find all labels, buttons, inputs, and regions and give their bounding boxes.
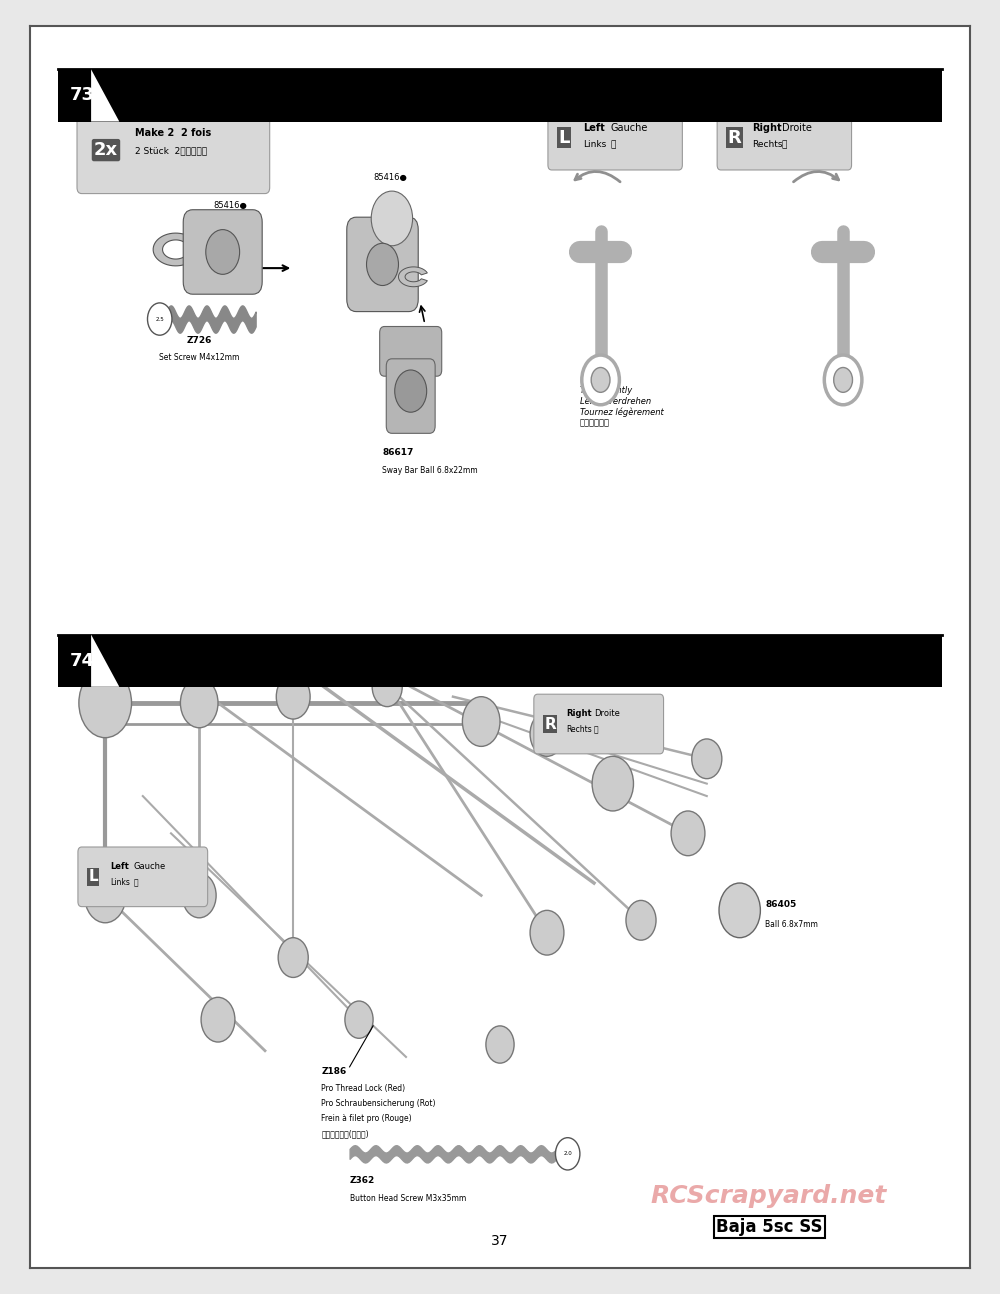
Circle shape <box>462 696 500 747</box>
FancyBboxPatch shape <box>183 210 262 294</box>
Circle shape <box>180 678 218 727</box>
Text: Montage de la barre antiroulis: Montage de la barre antiroulis <box>415 78 606 88</box>
Text: スタビライザーリンケージの取り付け: スタビライザーリンケージの取り付け <box>415 663 515 672</box>
Circle shape <box>582 355 619 405</box>
Circle shape <box>530 712 564 756</box>
Text: Sway Bar Linkage Assembly: Sway Bar Linkage Assembly <box>124 78 298 88</box>
Text: Sway Bar Linkage Installation: Sway Bar Linkage Installation <box>124 643 309 653</box>
Text: Rechts: Rechts <box>752 140 782 149</box>
Text: Montage der Stabilisator-Anlenkung: Montage der Stabilisator-Anlenkung <box>124 97 300 106</box>
Text: 86405: 86405 <box>765 901 796 910</box>
Circle shape <box>276 674 310 719</box>
FancyBboxPatch shape <box>58 70 942 122</box>
Circle shape <box>530 911 564 955</box>
Text: L: L <box>88 870 98 884</box>
Text: Gauche: Gauche <box>611 123 648 133</box>
Text: 73: 73 <box>69 87 94 105</box>
Text: ネジロック劑(レッド): ネジロック劑(レッド) <box>321 1128 369 1137</box>
Text: 2x: 2x <box>94 141 118 159</box>
Text: 74: 74 <box>69 652 94 670</box>
Text: Make 2  2 fois: Make 2 2 fois <box>135 128 212 137</box>
Text: Ball 6.8x7mm: Ball 6.8x7mm <box>765 920 818 929</box>
Circle shape <box>824 355 862 405</box>
Circle shape <box>206 229 240 274</box>
Text: Button Head Screw M3x35mm: Button Head Screw M3x35mm <box>350 1193 466 1202</box>
Text: 左: 左 <box>133 879 138 888</box>
Text: スタビライザーリンケージの組立て: スタビライザーリンケージの組立て <box>415 97 509 106</box>
Circle shape <box>671 811 705 855</box>
Circle shape <box>201 998 235 1042</box>
Circle shape <box>278 938 308 977</box>
Text: 85416●: 85416● <box>213 201 247 210</box>
Text: Left: Left <box>583 123 604 133</box>
Text: RCScrapyard.net: RCScrapyard.net <box>650 1184 887 1207</box>
Polygon shape <box>91 634 119 687</box>
Text: Right: Right <box>566 709 591 718</box>
Text: Einbau der hinteren Stabilisator-Anlenkung: Einbau der hinteren Stabilisator-Anlenku… <box>124 663 334 672</box>
FancyBboxPatch shape <box>534 694 664 754</box>
Circle shape <box>79 668 132 738</box>
Text: Z362: Z362 <box>350 1176 375 1185</box>
Circle shape <box>626 901 656 941</box>
FancyBboxPatch shape <box>78 848 208 907</box>
Text: 右: 右 <box>782 140 787 149</box>
Text: Pro Thread Lock (Red): Pro Thread Lock (Red) <box>321 1084 406 1093</box>
FancyBboxPatch shape <box>77 109 270 194</box>
Text: Gauche: Gauche <box>133 862 166 871</box>
Text: 86617: 86617 <box>382 448 414 457</box>
Circle shape <box>592 756 633 811</box>
Circle shape <box>85 868 126 923</box>
Text: 85416●: 85416● <box>373 173 407 182</box>
Circle shape <box>148 303 172 335</box>
Text: Baja 5sc SS: Baja 5sc SS <box>716 1219 823 1237</box>
Polygon shape <box>153 233 197 265</box>
Circle shape <box>367 243 398 286</box>
Text: 37: 37 <box>491 1233 509 1247</box>
Circle shape <box>591 367 610 392</box>
Text: 左: 左 <box>611 140 616 149</box>
FancyBboxPatch shape <box>386 358 435 433</box>
FancyBboxPatch shape <box>347 217 418 312</box>
Circle shape <box>692 739 722 779</box>
Text: 2 Stück  2個作ります: 2 Stück 2個作ります <box>135 146 207 155</box>
Text: Rechts: Rechts <box>566 725 592 734</box>
Text: Mise en place de la tringlerie de la barre antiroulis: Mise en place de la tringlerie de la bar… <box>415 643 733 653</box>
Text: 2.0: 2.0 <box>563 1152 572 1157</box>
Text: L: L <box>558 128 570 146</box>
Text: 右: 右 <box>594 725 599 734</box>
Text: Links: Links <box>583 140 606 149</box>
Text: Z186: Z186 <box>321 1066 347 1075</box>
Circle shape <box>719 883 760 938</box>
Polygon shape <box>399 267 427 287</box>
Text: 2.5: 2.5 <box>155 317 164 321</box>
Text: Turn Slightly
Leicht verdrehen
Tournez légèrement
少しねります: Turn Slightly Leicht verdrehen Tournez l… <box>580 386 664 427</box>
Text: Droite: Droite <box>594 709 620 718</box>
Text: Frein à filet pro (Rouge): Frein à filet pro (Rouge) <box>321 1114 412 1123</box>
Circle shape <box>486 1026 514 1064</box>
Text: Links: Links <box>110 879 130 888</box>
Circle shape <box>371 192 413 246</box>
FancyBboxPatch shape <box>380 326 442 377</box>
Polygon shape <box>91 70 119 122</box>
FancyBboxPatch shape <box>717 105 852 170</box>
FancyBboxPatch shape <box>548 105 682 170</box>
Text: Right: Right <box>752 123 782 133</box>
Text: Droite: Droite <box>782 123 812 133</box>
Text: Left: Left <box>110 862 129 871</box>
Text: R: R <box>727 128 741 146</box>
Circle shape <box>345 1002 373 1038</box>
Text: Pro Schraubensicherung (Rot): Pro Schraubensicherung (Rot) <box>321 1099 436 1108</box>
Text: Set Screw M4x12mm: Set Screw M4x12mm <box>159 352 239 361</box>
Text: Z726: Z726 <box>187 336 212 345</box>
Circle shape <box>555 1137 580 1170</box>
FancyBboxPatch shape <box>58 634 942 687</box>
Circle shape <box>372 666 402 707</box>
Circle shape <box>395 370 427 413</box>
Circle shape <box>182 873 216 917</box>
Text: R: R <box>544 717 556 731</box>
Text: Sway Bar Ball 6.8x22mm: Sway Bar Ball 6.8x22mm <box>382 466 478 475</box>
Circle shape <box>834 367 852 392</box>
